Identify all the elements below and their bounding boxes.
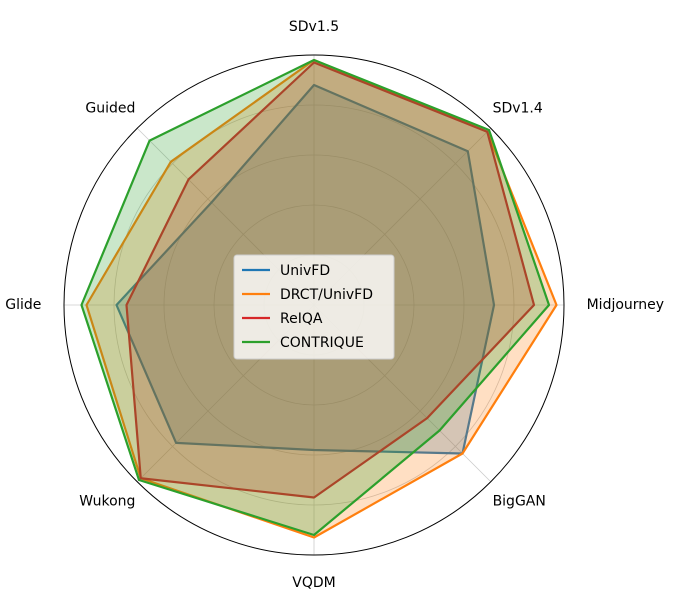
axis-label: SDv1.5 [289, 19, 339, 35]
axis-label: VQDM [292, 575, 335, 591]
series-line [80, 58, 551, 537]
axis-label: Wukong [79, 494, 135, 510]
axis-label: Glide [5, 297, 41, 313]
axis-label: Midjourney [587, 297, 664, 313]
legend-box [233, 254, 395, 360]
legend-label: ReIQA [280, 311, 323, 327]
legend-label: CONTRIQUE [280, 335, 364, 351]
legend-label: UnivFD [280, 263, 330, 279]
axis-label: BigGAN [493, 494, 546, 510]
series-line [115, 83, 496, 455]
legend-label: DRCT/UnivFD [280, 287, 373, 303]
axis-label: SDv1.4 [493, 100, 543, 116]
axis-label: Guided [85, 100, 135, 116]
outer-frame [63, 54, 565, 556]
series-line [125, 61, 536, 499]
